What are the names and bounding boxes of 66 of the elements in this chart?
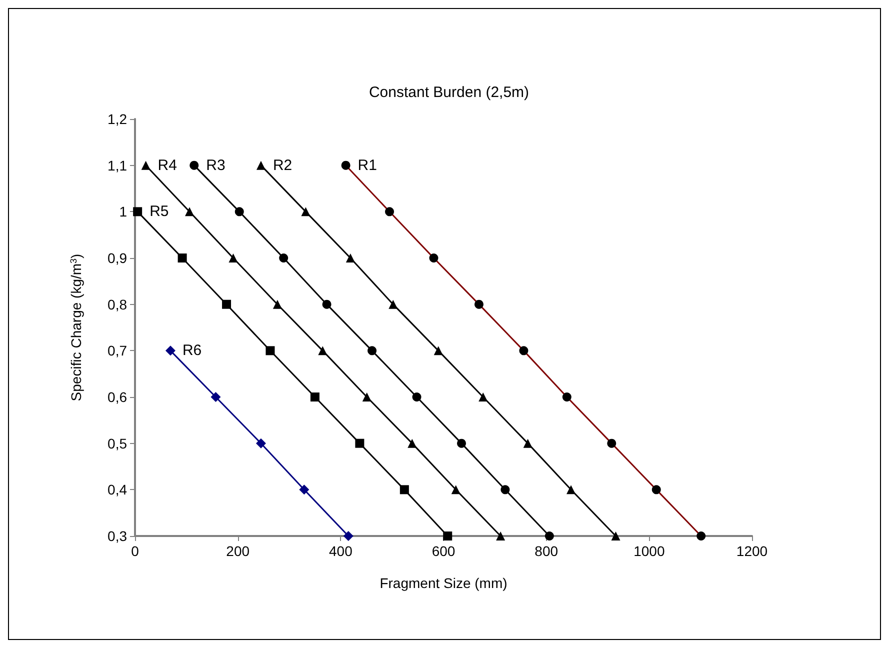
point <box>318 346 328 356</box>
point <box>133 207 142 216</box>
point <box>299 484 310 495</box>
point <box>322 300 332 309</box>
series-label: R6 <box>182 342 202 360</box>
point <box>178 254 187 262</box>
x-tick-label: 1000 <box>634 543 665 559</box>
point <box>523 438 532 448</box>
y-tick-label: 0,4 <box>108 482 128 498</box>
point <box>272 300 282 309</box>
series-label: R2 <box>272 156 292 174</box>
y-tick-label: 1,1 <box>108 157 128 174</box>
x-tick-label: 400 <box>328 543 353 559</box>
point <box>256 160 266 170</box>
point <box>412 392 422 402</box>
point <box>301 207 310 216</box>
x-tick-label: 800 <box>534 543 558 559</box>
point <box>400 485 409 494</box>
point <box>346 254 355 262</box>
point <box>544 532 554 540</box>
point <box>611 532 620 540</box>
point <box>256 438 266 448</box>
y-tick-label: 0,9 <box>108 250 128 266</box>
y-tick-label: 1 <box>119 204 128 220</box>
y-tick-label: 1,2 <box>108 111 128 127</box>
point <box>190 160 199 170</box>
point <box>141 160 150 170</box>
series-label: R3 <box>206 156 226 174</box>
point <box>566 485 576 494</box>
point <box>279 254 288 262</box>
y-axis-title: Specific Charge (kg/m3) <box>68 254 84 402</box>
point <box>185 207 194 216</box>
point <box>368 346 377 356</box>
point <box>165 346 176 356</box>
point <box>355 438 364 448</box>
x-tick-label: 600 <box>432 543 456 559</box>
chart-title: Constant Burden (2,5m) <box>368 84 530 101</box>
point <box>343 531 354 541</box>
point <box>228 254 238 262</box>
point <box>434 346 443 356</box>
point <box>408 438 417 448</box>
series-label: R4 <box>158 156 177 174</box>
point <box>310 392 320 402</box>
point <box>266 346 275 356</box>
point <box>496 532 506 540</box>
point <box>457 438 466 448</box>
point <box>222 300 232 309</box>
point <box>362 392 372 402</box>
y-tick-label: 0,6 <box>108 389 128 405</box>
point <box>451 485 460 494</box>
x-tick-label: 0 <box>131 543 140 559</box>
y-tick-label: 0,8 <box>108 296 128 312</box>
series-label: R5 <box>150 203 169 220</box>
x-axis-title: Fragment Size (mm) <box>380 575 508 591</box>
y-tick-label: 0,5 <box>108 435 128 452</box>
y-tick-label: 0,3 <box>108 528 128 544</box>
series-label: R1 <box>358 156 377 174</box>
point <box>500 485 510 494</box>
point <box>388 300 398 309</box>
y-tick-label: 0,7 <box>108 342 128 359</box>
point <box>234 207 244 216</box>
point <box>478 392 488 402</box>
x-tick-label: 1200 <box>736 543 768 559</box>
x-tick-label: 200 <box>226 543 250 559</box>
point <box>210 392 221 402</box>
point <box>443 532 452 540</box>
